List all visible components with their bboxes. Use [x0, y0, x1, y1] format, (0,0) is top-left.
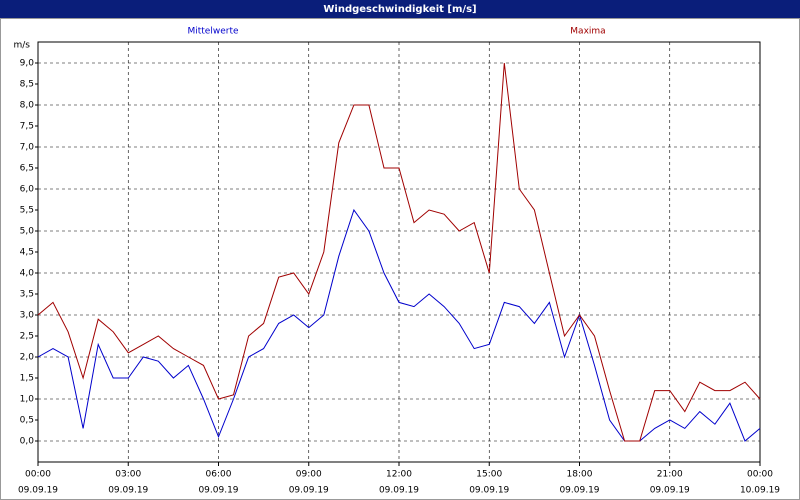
x-tick-date: 09.09.19 — [198, 486, 238, 496]
y-tick-label: 1,0 — [20, 395, 35, 405]
title-bar — [0, 0, 800, 18]
x-tick-label: 00:00 — [25, 470, 51, 480]
x-tick-label: 09:00 — [296, 470, 322, 480]
y-tick-label: 9,0 — [20, 59, 35, 69]
x-tick-label: 18:00 — [567, 470, 593, 480]
y-tick-label: 2,0 — [20, 353, 35, 363]
x-tick-label: 21:00 — [657, 470, 683, 480]
x-tick-date: 09.09.19 — [650, 486, 690, 496]
x-tick-date: 10.09.19 — [740, 486, 780, 496]
x-tick-label: 12:00 — [386, 470, 412, 480]
y-tick-label: 7,5 — [20, 122, 34, 132]
x-tick-date: 09.09.19 — [559, 486, 599, 496]
y-tick-label: 4,0 — [20, 269, 35, 279]
y-unit: m/s — [14, 41, 31, 51]
y-tick-label: 3,0 — [20, 311, 35, 321]
y-tick-label: 6,5 — [20, 164, 34, 174]
y-tick-label: 2,5 — [20, 332, 34, 342]
y-tick-label: 5,0 — [20, 227, 35, 237]
x-tick-date: 09.09.19 — [18, 486, 58, 496]
y-tick-label: 1,5 — [20, 374, 34, 384]
legend-label: Mittelwerte — [187, 27, 238, 37]
y-tick-label: 0,5 — [20, 416, 34, 426]
x-tick-date: 09.09.19 — [469, 486, 509, 496]
x-tick-date: 09.09.19 — [108, 486, 148, 496]
x-tick-date: 09.09.19 — [379, 486, 419, 496]
y-tick-label: 7,0 — [20, 143, 35, 153]
x-tick-label: 15:00 — [476, 470, 502, 480]
y-tick-label: 8,0 — [20, 101, 35, 111]
y-tick-label: 8,5 — [20, 80, 34, 90]
window-title: Windgeschwindigkeit [m/s] — [323, 4, 476, 15]
x-tick-date: 09.09.19 — [289, 486, 329, 496]
x-tick-label: 06:00 — [206, 470, 232, 480]
y-tick-label: 0,0 — [20, 437, 35, 447]
y-tick-label: 4,5 — [20, 248, 34, 258]
y-tick-label: 6,0 — [20, 185, 35, 195]
legend-label: Maxima — [570, 27, 605, 37]
data-line — [37, 62, 761, 442]
y-tick-label: 5,5 — [20, 206, 34, 216]
x-tick-label: 03:00 — [115, 470, 141, 480]
x-tick-label: 00:00 — [747, 470, 773, 480]
y-tick-label: 3,5 — [20, 290, 34, 300]
